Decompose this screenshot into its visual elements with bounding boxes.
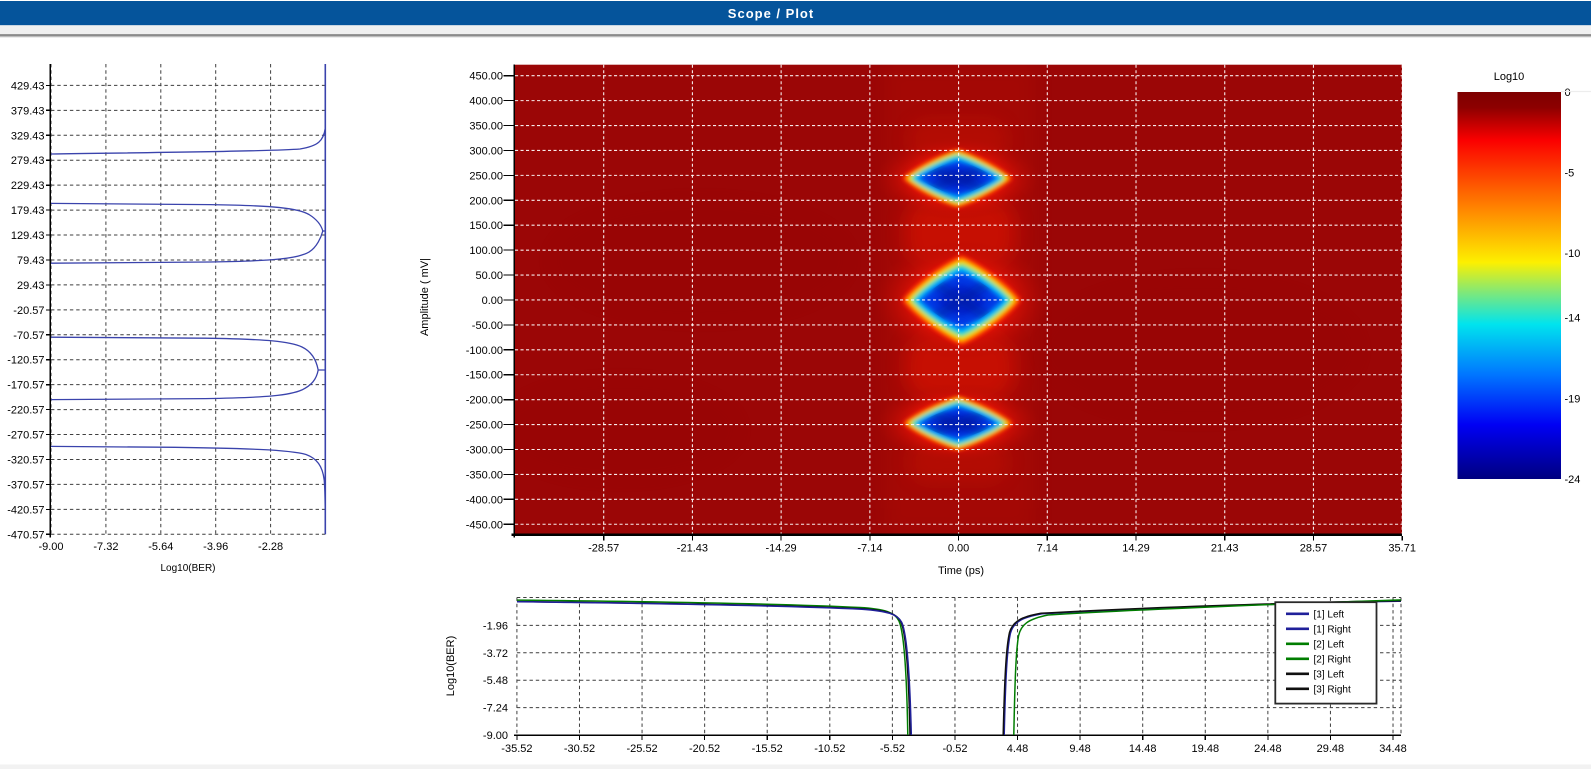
svg-text:-14.29: -14.29 xyxy=(765,543,796,555)
svg-text:-220.57: -220.57 xyxy=(7,405,44,417)
svg-text:-5.48: -5.48 xyxy=(483,675,508,687)
svg-text:-21.43: -21.43 xyxy=(677,543,708,555)
svg-text:300.00: 300.00 xyxy=(469,146,503,158)
svg-text:-1.96: -1.96 xyxy=(483,620,508,632)
svg-text:9.48: 9.48 xyxy=(1069,743,1090,755)
svg-text:7.14: 7.14 xyxy=(1037,543,1058,555)
svg-text:-10: -10 xyxy=(1565,248,1581,260)
svg-text:-20.52: -20.52 xyxy=(689,743,720,755)
svg-text:-2.28: -2.28 xyxy=(258,541,283,553)
svg-text:[3] Right: [3] Right xyxy=(1314,685,1351,696)
svg-text:14.48: 14.48 xyxy=(1129,743,1157,755)
svg-text:-270.57: -270.57 xyxy=(7,430,44,442)
svg-text:400.00: 400.00 xyxy=(469,96,503,108)
svg-text:450.00: 450.00 xyxy=(469,71,503,83)
svg-text:-25.52: -25.52 xyxy=(626,743,657,755)
svg-text:-0.52: -0.52 xyxy=(942,743,967,755)
svg-text:-9.00: -9.00 xyxy=(38,541,63,553)
svg-text:-14: -14 xyxy=(1565,313,1581,325)
svg-text:-5.64: -5.64 xyxy=(148,541,173,553)
svg-text:-70.57: -70.57 xyxy=(13,330,44,342)
svg-text:0: 0 xyxy=(1565,87,1571,99)
svg-text:[1] Right: [1] Right xyxy=(1314,625,1351,636)
svg-text:229.43: 229.43 xyxy=(11,180,45,192)
svg-text:-3.72: -3.72 xyxy=(483,648,508,660)
svg-text:-7.24: -7.24 xyxy=(483,703,508,715)
svg-text:-20.57: -20.57 xyxy=(13,305,44,317)
svg-text:21.43: 21.43 xyxy=(1211,543,1239,555)
svg-text:Scope / Plot: Scope / Plot xyxy=(728,6,814,21)
svg-text:-400.00: -400.00 xyxy=(466,494,503,506)
svg-text:279.43: 279.43 xyxy=(11,155,45,167)
svg-text:379.43: 379.43 xyxy=(11,105,45,117)
svg-text:Amplitude ( mV|: Amplitude ( mV| xyxy=(419,258,431,336)
svg-text:29.48: 29.48 xyxy=(1317,743,1345,755)
svg-text:-370.57: -370.57 xyxy=(7,479,44,491)
svg-text:-170.57: -170.57 xyxy=(7,380,44,392)
svg-text:-24: -24 xyxy=(1565,474,1581,486)
svg-text:-30.52: -30.52 xyxy=(564,743,595,755)
svg-text:-9.00: -9.00 xyxy=(483,730,508,742)
svg-text:-35.52: -35.52 xyxy=(501,743,532,755)
svg-text:-50.00: -50.00 xyxy=(472,320,503,332)
svg-text:179.43: 179.43 xyxy=(11,205,45,217)
svg-text:-19: -19 xyxy=(1565,393,1581,405)
svg-text:-10.52: -10.52 xyxy=(814,743,845,755)
svg-text:-350.00: -350.00 xyxy=(466,469,503,481)
svg-text:4.48: 4.48 xyxy=(1007,743,1028,755)
svg-text:350.00: 350.00 xyxy=(469,121,503,133)
svg-text:[1] Left: [1] Left xyxy=(1314,610,1345,621)
svg-text:-5.52: -5.52 xyxy=(880,743,905,755)
svg-text:150.00: 150.00 xyxy=(469,220,503,232)
svg-text:29.43: 29.43 xyxy=(17,280,45,292)
svg-text:50.00: 50.00 xyxy=(475,270,503,282)
svg-text:-3.96: -3.96 xyxy=(203,541,228,553)
svg-text:129.43: 129.43 xyxy=(11,230,45,242)
svg-text:[2] Right: [2] Right xyxy=(1314,655,1351,666)
svg-text:-15.52: -15.52 xyxy=(752,743,783,755)
svg-text:35.71: 35.71 xyxy=(1388,543,1416,555)
svg-text:[3] Left: [3] Left xyxy=(1314,670,1345,681)
svg-text:200.00: 200.00 xyxy=(469,195,503,207)
svg-text:-250.00: -250.00 xyxy=(466,420,503,432)
svg-text:250.00: 250.00 xyxy=(469,170,503,182)
svg-text:429.43: 429.43 xyxy=(11,80,45,92)
svg-text:-300.00: -300.00 xyxy=(466,445,503,457)
svg-text:0.00: 0.00 xyxy=(482,295,503,307)
svg-text:79.43: 79.43 xyxy=(17,255,45,267)
svg-text:-150.00: -150.00 xyxy=(466,370,503,382)
svg-text:-7.14: -7.14 xyxy=(857,543,882,555)
svg-text:-120.57: -120.57 xyxy=(7,355,44,367)
svg-text:-420.57: -420.57 xyxy=(7,504,44,516)
svg-text:34.48: 34.48 xyxy=(1379,743,1407,755)
svg-text:-7.32: -7.32 xyxy=(93,541,118,553)
svg-text:28.57: 28.57 xyxy=(1300,543,1328,555)
svg-text:100.00: 100.00 xyxy=(469,245,503,257)
svg-text:-470.57: -470.57 xyxy=(7,529,44,541)
svg-text:24.48: 24.48 xyxy=(1254,743,1282,755)
svg-text:-100.00: -100.00 xyxy=(466,345,503,357)
svg-text:Log10(BER): Log10(BER) xyxy=(445,636,457,697)
svg-text:19.48: 19.48 xyxy=(1192,743,1220,755)
svg-text:-320.57: -320.57 xyxy=(7,455,44,467)
svg-text:0.00: 0.00 xyxy=(948,543,969,555)
svg-text:-28.57: -28.57 xyxy=(588,543,619,555)
svg-text:Log10(BER): Log10(BER) xyxy=(160,563,215,574)
svg-text:-450.00: -450.00 xyxy=(466,519,503,531)
svg-text:14.29: 14.29 xyxy=(1122,543,1150,555)
svg-text:-5: -5 xyxy=(1565,168,1575,180)
svg-text:-200.00: -200.00 xyxy=(466,395,503,407)
svg-text:329.43: 329.43 xyxy=(11,130,45,142)
svg-text:Time (ps): Time (ps) xyxy=(938,565,984,577)
svg-text:Log10: Log10 xyxy=(1494,71,1525,83)
svg-text:[2] Left: [2] Left xyxy=(1314,640,1345,651)
